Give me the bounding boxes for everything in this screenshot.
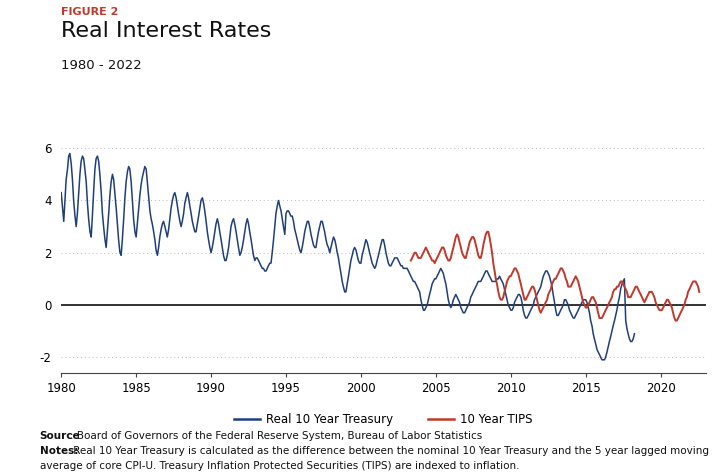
Text: average of core CPI-U. Treasury Inflation Protected Securities (TIPS) are indexe: average of core CPI-U. Treasury Inflatio… bbox=[40, 461, 519, 471]
Text: Source: Source bbox=[40, 431, 80, 441]
Text: Real Interest Rates: Real Interest Rates bbox=[61, 21, 271, 41]
Text: FIGURE 2: FIGURE 2 bbox=[61, 7, 119, 17]
Text: : Board of Governors of the Federal Reserve System, Bureau of Labor Statistics: : Board of Governors of the Federal Rese… bbox=[70, 431, 482, 441]
Text: Real 10 Year Treasury is calculated as the difference between the nominal 10 Yea: Real 10 Year Treasury is calculated as t… bbox=[70, 446, 708, 456]
Text: Notes:: Notes: bbox=[40, 446, 78, 456]
Text: 1980 - 2022: 1980 - 2022 bbox=[61, 59, 142, 72]
Legend: Real 10 Year Treasury, 10 Year TIPS: Real 10 Year Treasury, 10 Year TIPS bbox=[229, 408, 538, 430]
